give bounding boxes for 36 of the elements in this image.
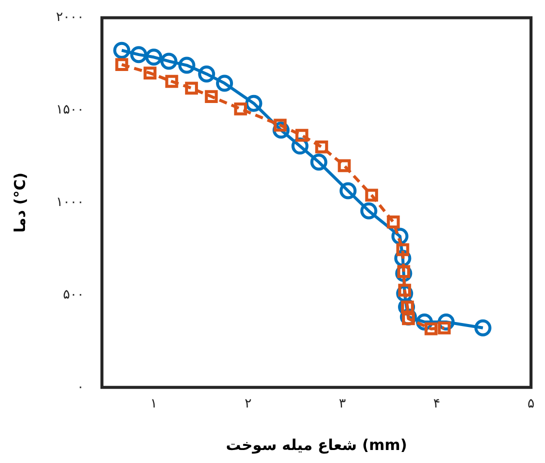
point [474, 319, 492, 336]
point [216, 74, 234, 92]
x-tick-label: ۵ [528, 396, 535, 412]
x-tick-label: ۴ [433, 396, 440, 412]
point [396, 243, 410, 256]
x-tick-label: ۲ [244, 396, 252, 412]
x-axis-title: شعاع میله سوخت (mm) [226, 436, 408, 454]
point [165, 74, 178, 88]
point [160, 52, 178, 70]
point [365, 188, 378, 202]
point [178, 56, 196, 74]
y-axis-title: دما (°C) [10, 172, 29, 233]
point [360, 202, 378, 220]
point [204, 90, 218, 103]
y-tick-label: ۱۰۰۰ [56, 194, 84, 210]
point [315, 140, 328, 154]
y-tick-label: ۵۰۰ [62, 287, 84, 302]
point [130, 46, 148, 64]
point [198, 65, 216, 82]
point [113, 42, 130, 59]
x-tick-label: ۱ [150, 396, 158, 412]
point [338, 159, 351, 172]
y-tick-label: ۰ [76, 380, 84, 395]
point [185, 82, 198, 95]
point [340, 182, 357, 200]
point [115, 58, 128, 72]
y-tick-label: ۲۰۰۰ [56, 10, 84, 26]
point [310, 154, 328, 171]
y-tick-label: ۱۵۰۰ [56, 102, 84, 118]
point [145, 48, 162, 66]
point [144, 66, 156, 80]
x-tick-label: ۳ [338, 396, 346, 412]
point [234, 102, 247, 116]
point [386, 216, 400, 228]
point [245, 94, 262, 112]
point [295, 128, 308, 142]
